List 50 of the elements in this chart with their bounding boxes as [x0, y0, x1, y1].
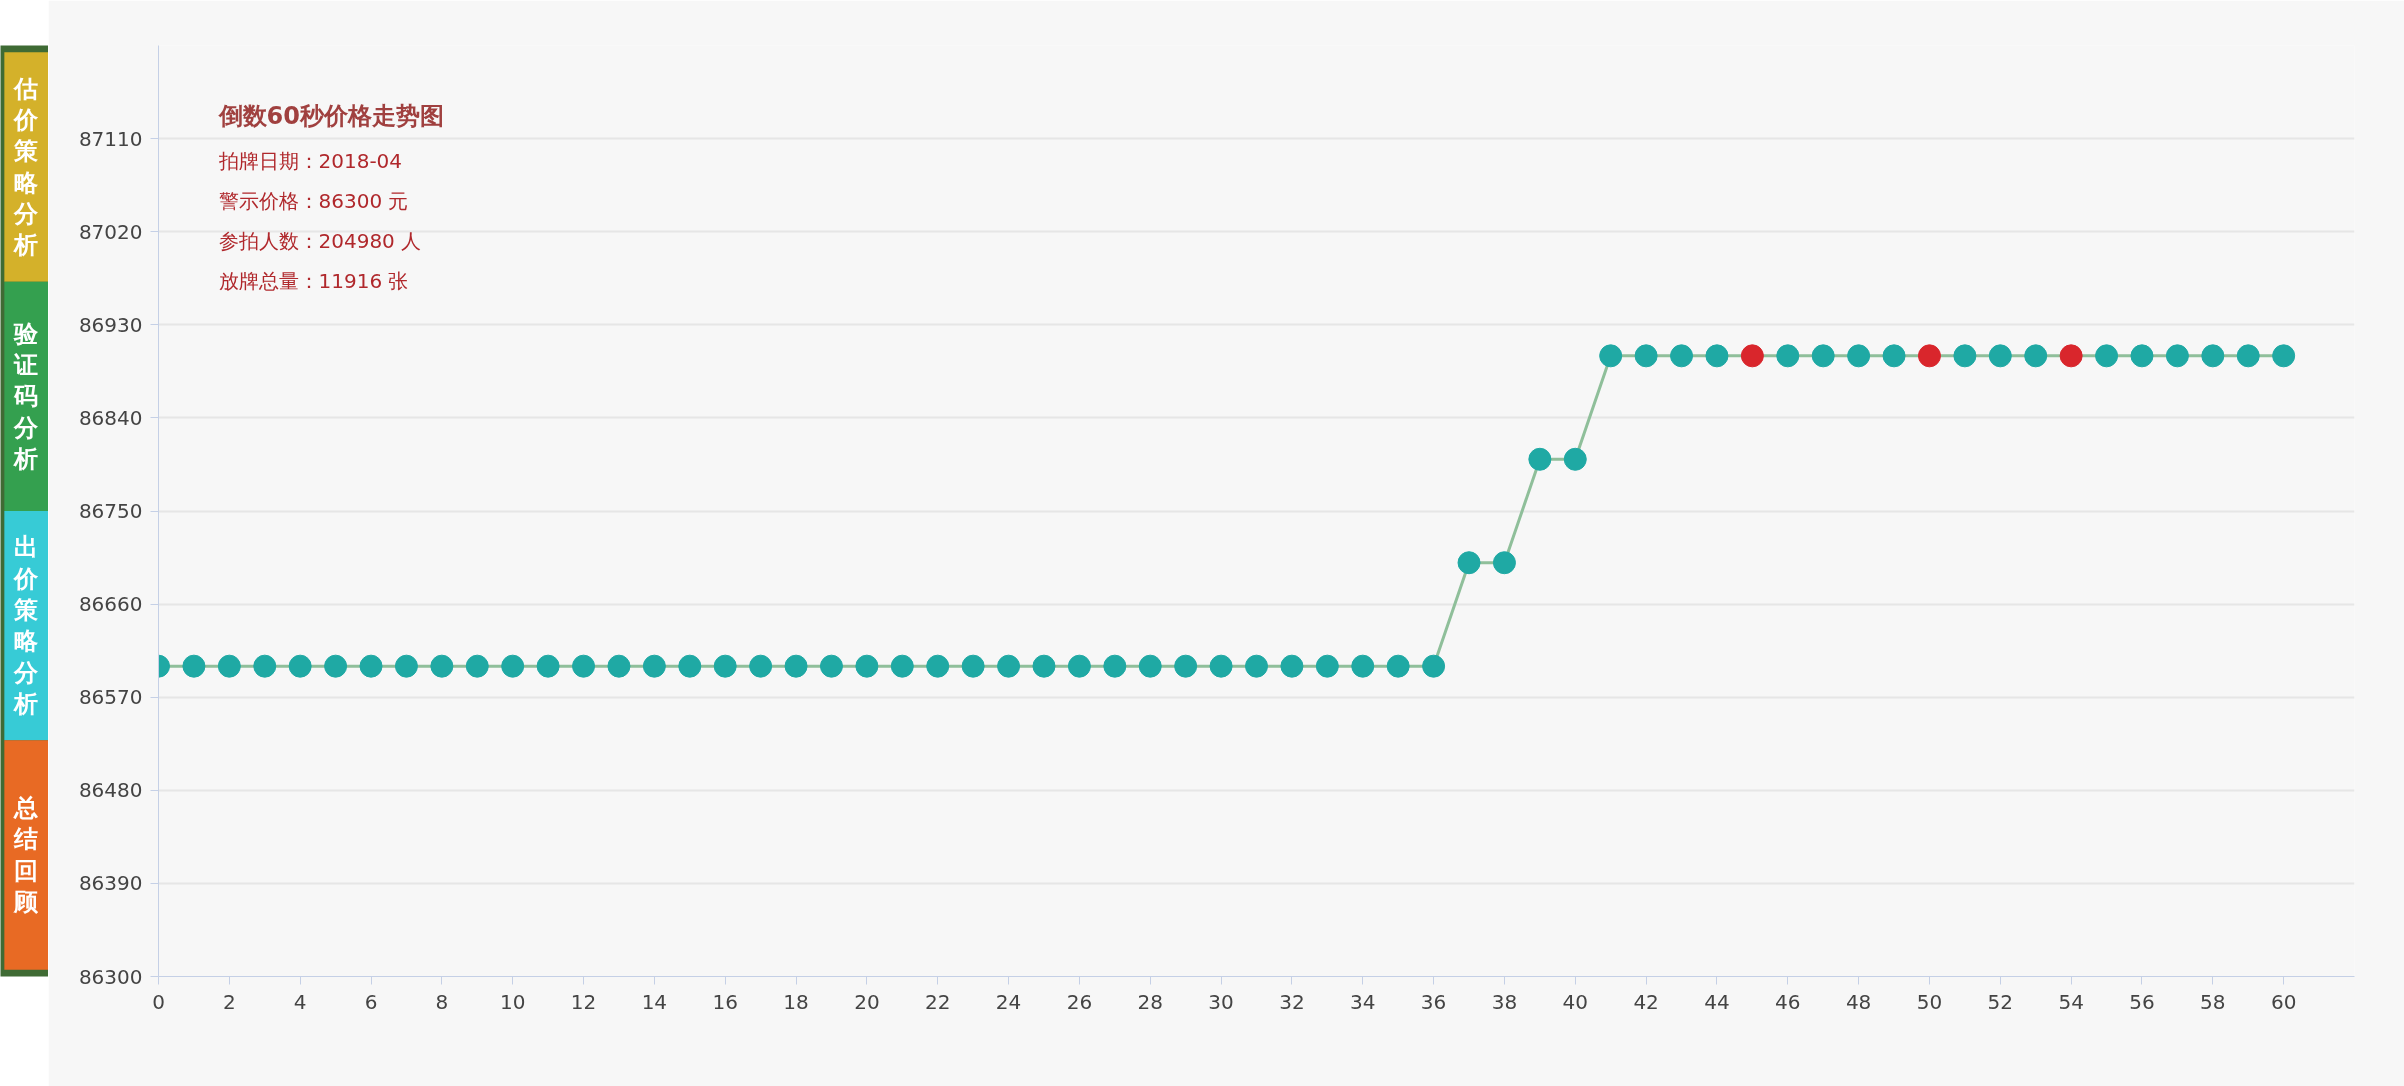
x-tick-label: 28 — [1137, 989, 1163, 1014]
y-tick-label: 86570 — [78, 685, 143, 710]
text: 估价策略分析 — [13, 74, 40, 260]
x-tick-label: 40 — [1562, 989, 1588, 1014]
x-tick-label: 42 — [1633, 989, 1659, 1014]
x-tick-label: 6 — [364, 989, 378, 1014]
annotation: 放牌总量：11916 张 — [218, 268, 409, 293]
x-tick-label: 0 — [152, 989, 165, 1014]
x-tick-label: 58 — [2200, 989, 2226, 1014]
x-tick-label: 12 — [570, 989, 597, 1014]
x-tick-label: 38 — [1491, 989, 1518, 1014]
y-tick-label: 86660 — [78, 592, 143, 617]
x-tick-label: 52 — [1987, 989, 2014, 1014]
text: 出价策略分析 — [13, 533, 40, 719]
x-tick-label: 36 — [1420, 989, 1447, 1014]
x-tick-label: 30 — [1208, 989, 1234, 1014]
y-tick-label: 86480 — [78, 778, 143, 803]
x-tick-label: 56 — [2129, 989, 2155, 1014]
x-tick-label: 26 — [1066, 989, 1093, 1014]
y-tick-label: 86840 — [78, 405, 143, 430]
x-tick-label: 48 — [1845, 989, 1872, 1014]
x-tick-label: 34 — [1350, 989, 1376, 1014]
annotation: 参拍人数：204980 人 — [218, 228, 422, 253]
y-tick-label: 87110 — [78, 126, 143, 151]
text: 验证码分析 — [13, 319, 40, 474]
x-tick-label: 32 — [1279, 989, 1305, 1014]
y-tick-label: 86930 — [78, 312, 143, 337]
x-tick-label: 46 — [1775, 989, 1801, 1014]
annotation: 警示价格：86300 元 — [218, 188, 409, 213]
x-tick-label: 10 — [499, 989, 526, 1014]
y-tick-label: 86300 — [78, 964, 143, 989]
x-tick-label: 14 — [641, 989, 668, 1014]
x-tick-label: 20 — [854, 989, 880, 1014]
x-tick-label: 50 — [1916, 989, 1943, 1014]
text: 倒数60秒价格走势图 — [217, 101, 444, 130]
x-tick-label: 2 — [222, 989, 236, 1014]
y-tick-label: 86390 — [78, 871, 143, 896]
x-tick-label: 18 — [783, 989, 809, 1014]
y-tick-label: 86750 — [78, 499, 143, 523]
x-tick-label: 60 — [2270, 989, 2297, 1014]
x-tick-label: 44 — [1704, 989, 1730, 1014]
x-tick-label: 54 — [2058, 989, 2084, 1014]
x-tick-label: 22 — [925, 989, 951, 1014]
text: 总结回顾 — [13, 793, 40, 917]
x-tick-label: 8 — [435, 989, 449, 1014]
x-tick-label: 24 — [995, 989, 1022, 1014]
annotation: 拍牌日期：2018-04 — [217, 148, 403, 173]
x-tick-label: 4 — [293, 989, 307, 1014]
y-tick-label: 87020 — [78, 219, 143, 244]
x-tick-label: 16 — [712, 989, 738, 1014]
